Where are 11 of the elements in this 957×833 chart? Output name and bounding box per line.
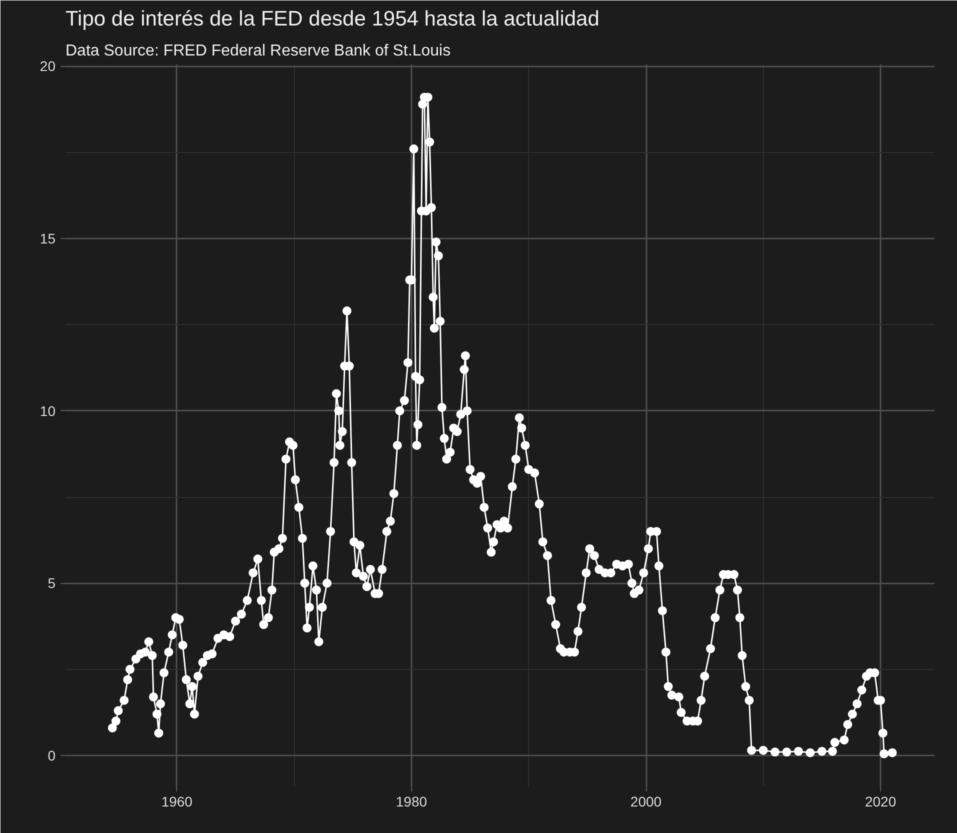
x-tick-label: 1960 — [161, 794, 193, 810]
x-tick-label: 2020 — [864, 794, 896, 810]
y-tick-label: 5 — [48, 575, 56, 592]
y-tick-label: 10 — [40, 402, 56, 419]
y-tick-label: 15 — [40, 230, 56, 247]
y-tick-label: 20 — [40, 58, 56, 74]
chart-subtitle: Data Source: FRED Federal Reserve Bank of St.Louis — [66, 42, 451, 60]
y-tick-label: 0 — [48, 747, 56, 764]
x-tick-label: 1980 — [396, 794, 428, 810]
chart-title: Tipo de interés de la FED desde 1954 hasta la actualidad — [66, 8, 600, 30]
x-tick-label: 2000 — [630, 794, 662, 810]
